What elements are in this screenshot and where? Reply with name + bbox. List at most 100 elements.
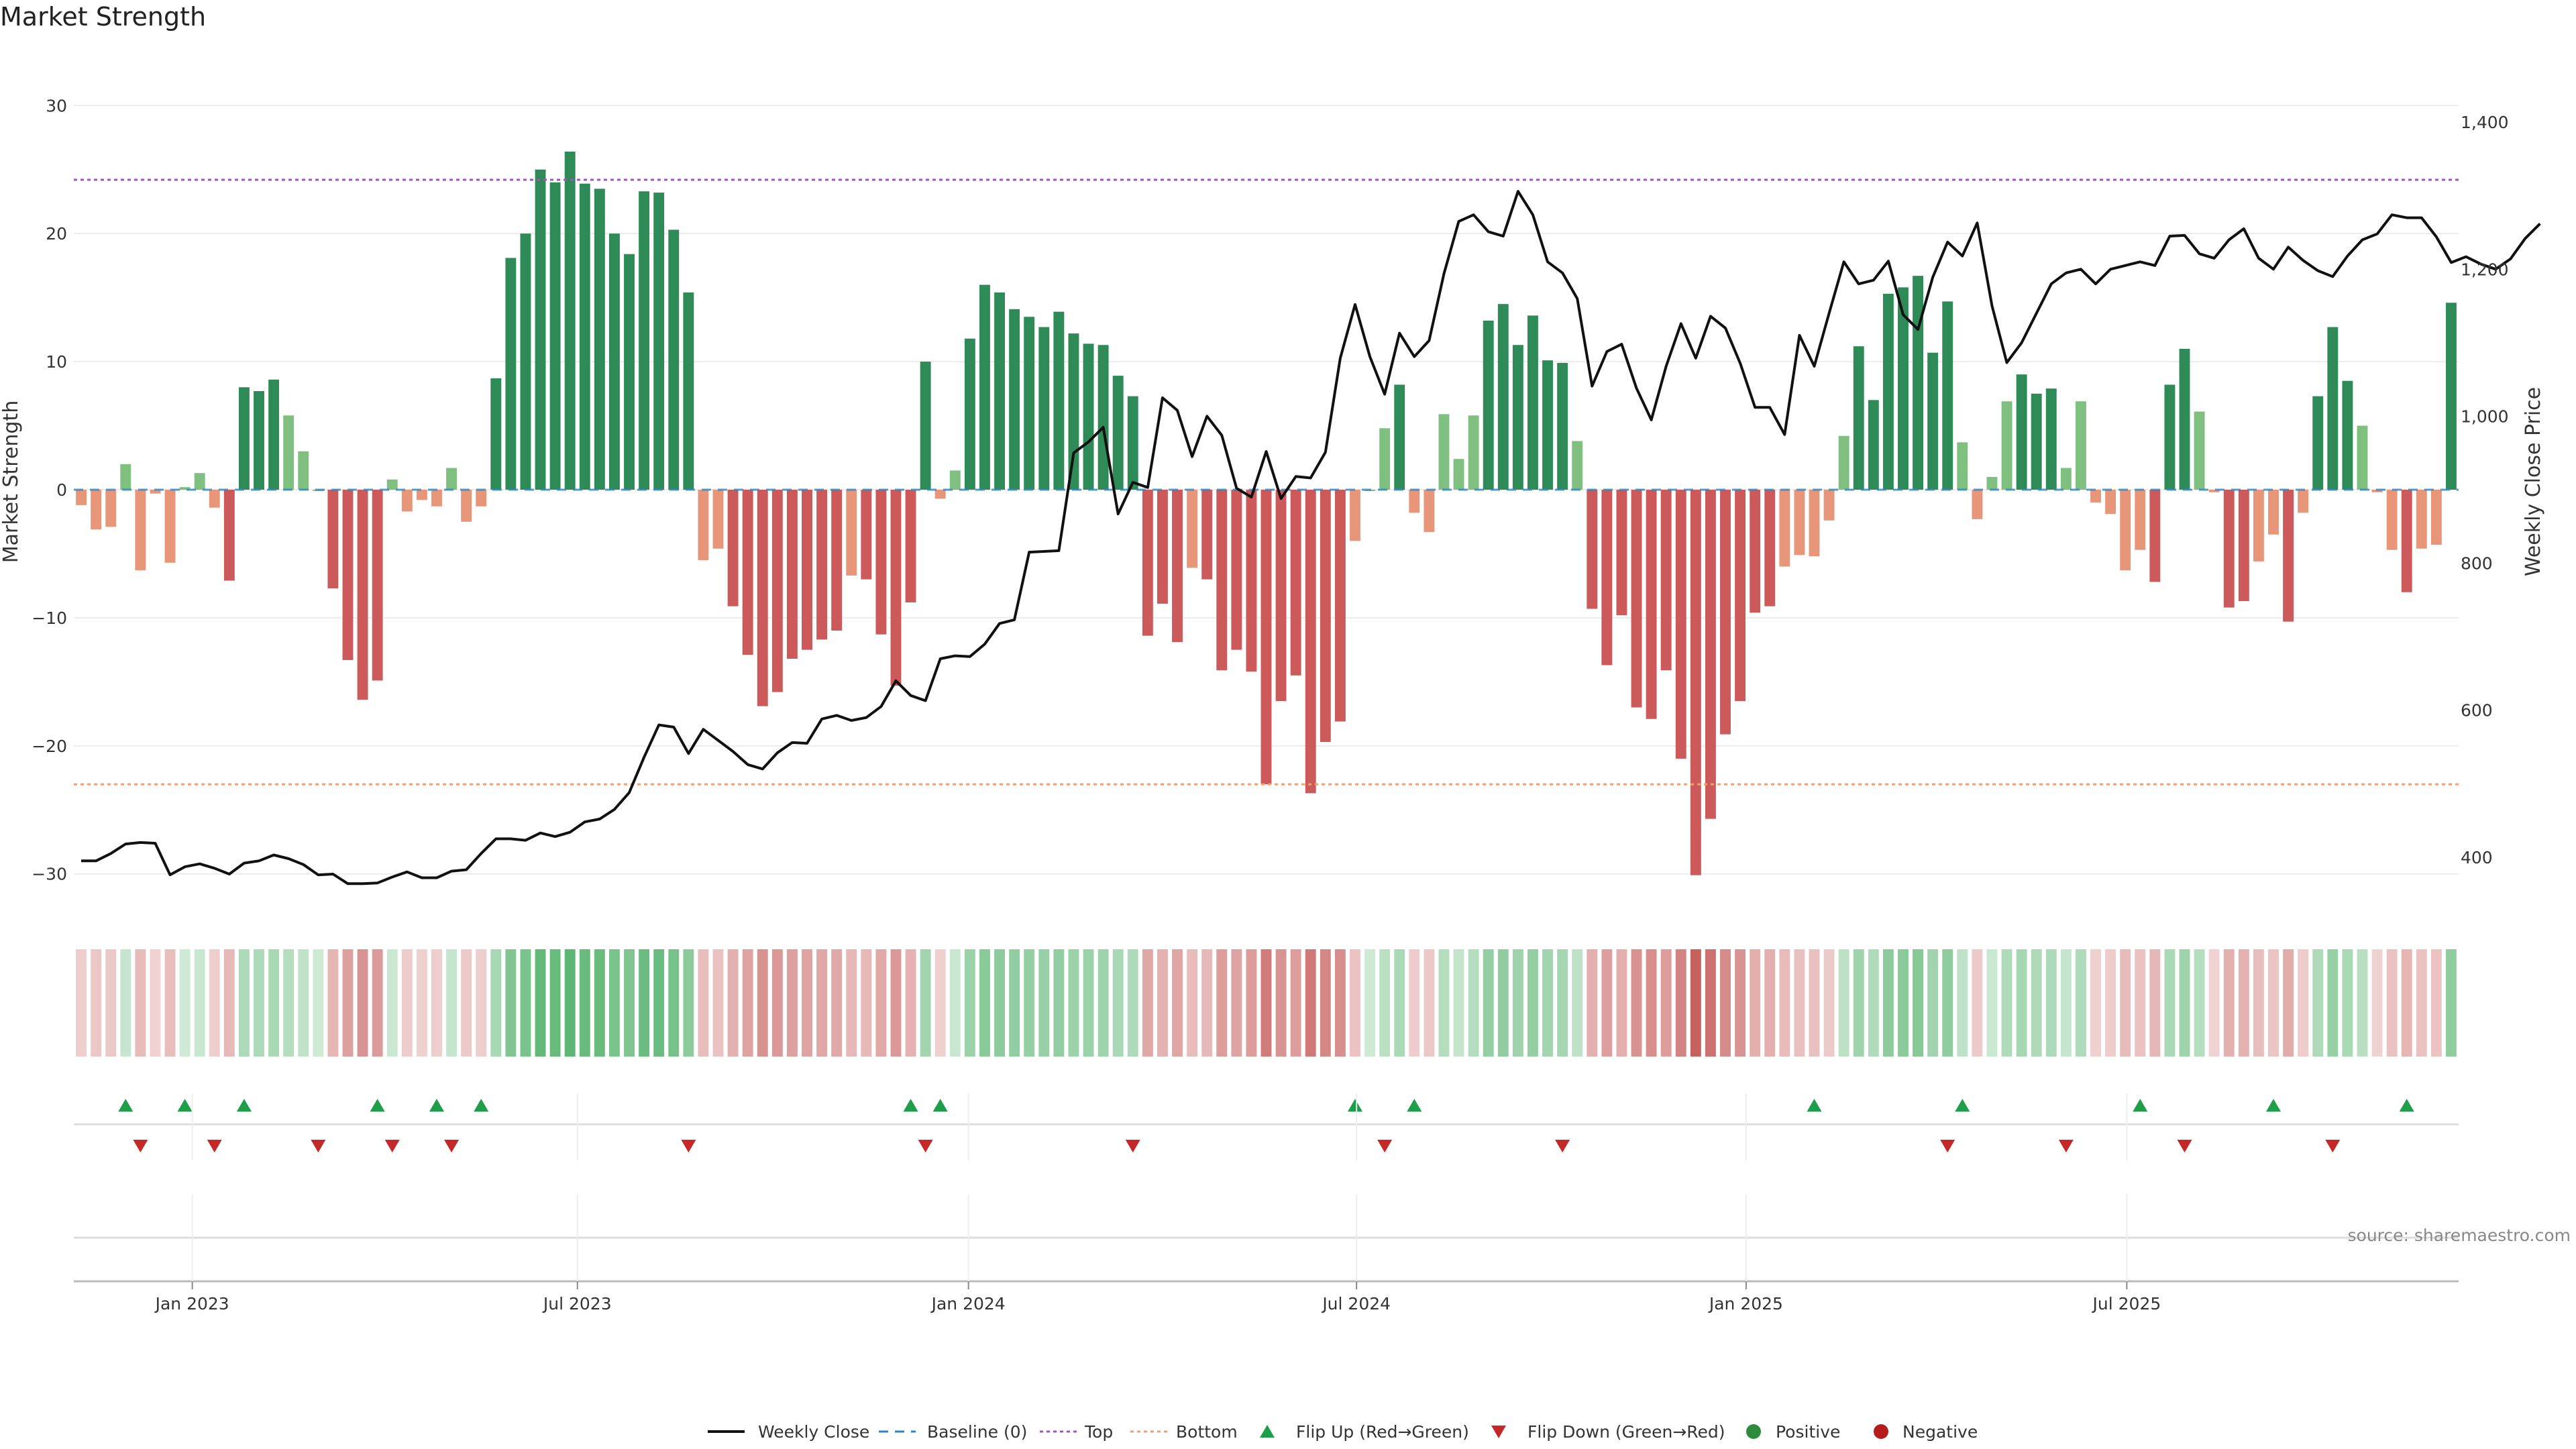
heat-cell bbox=[2298, 949, 2309, 1057]
strength-bar bbox=[771, 490, 783, 692]
strength-bar bbox=[1779, 490, 1790, 567]
strength-bar bbox=[624, 254, 635, 490]
flip-up-marker bbox=[474, 1099, 489, 1112]
heat-cell bbox=[1527, 949, 1538, 1057]
strength-bar bbox=[1838, 435, 1849, 490]
heat-cell bbox=[1601, 949, 1613, 1057]
heat-cell bbox=[579, 949, 590, 1057]
heat-cell bbox=[875, 949, 887, 1057]
heat-cell bbox=[520, 949, 531, 1057]
y-left-tick-label: −30 bbox=[32, 865, 67, 884]
axes-layer: 30 20 10 0 −10 −20 −30 1,400 1,200 1,000 800 600 400 bbox=[32, 96, 2508, 883]
heat-cell bbox=[1972, 949, 1983, 1057]
strength-bar bbox=[1823, 490, 1835, 521]
strength-bar bbox=[2446, 303, 2457, 490]
y-right-tick-label: 1,200 bbox=[2461, 260, 2509, 279]
flip-up-marker bbox=[370, 1099, 385, 1112]
strength-bar bbox=[476, 490, 487, 506]
strength-bar bbox=[1868, 400, 1879, 490]
heat-cell bbox=[1794, 949, 1805, 1057]
strength-bar bbox=[1334, 490, 1346, 722]
heat-cell bbox=[1127, 949, 1138, 1057]
heat-cell bbox=[461, 949, 472, 1057]
heat-cell bbox=[431, 949, 442, 1057]
flip-down-marker bbox=[1377, 1140, 1393, 1152]
heat-cell bbox=[1424, 949, 1435, 1057]
heat-cell bbox=[1660, 949, 1672, 1057]
strength-bar bbox=[2135, 490, 2146, 550]
heat-cell bbox=[1542, 949, 1553, 1057]
heat-cell bbox=[1913, 949, 1924, 1057]
strength-bar bbox=[1290, 490, 1301, 676]
strength-bar bbox=[1720, 490, 1731, 735]
strength-bar bbox=[2283, 490, 2294, 622]
heat-cell bbox=[1142, 949, 1153, 1057]
strength-bar bbox=[1083, 343, 1094, 490]
heat-cell bbox=[1483, 949, 1494, 1057]
strength-bar bbox=[1394, 384, 1405, 490]
flip-up-marker bbox=[1955, 1099, 1970, 1112]
strength-bar bbox=[861, 490, 872, 580]
legend-item: Weekly Close bbox=[708, 1422, 869, 1442]
heat-cell bbox=[1838, 949, 1849, 1057]
heat-cell bbox=[1068, 949, 1079, 1057]
heat-cell bbox=[1009, 949, 1020, 1057]
strength-bar bbox=[298, 451, 309, 490]
heat-cell bbox=[1690, 949, 1701, 1057]
heat-cell bbox=[1882, 949, 1894, 1057]
strength-bar bbox=[727, 490, 739, 606]
strength-bar bbox=[209, 490, 220, 508]
legend-label: Flip Up (Red→Green) bbox=[1296, 1422, 1469, 1442]
strength-bar bbox=[2194, 411, 2205, 490]
strength-bar bbox=[1631, 490, 1642, 708]
heat-cell bbox=[2386, 949, 2398, 1057]
flip-down-marker bbox=[681, 1140, 696, 1152]
y-right-tick-label: 1,400 bbox=[2461, 113, 2509, 132]
strength-bar bbox=[1424, 490, 1435, 532]
legend-item: Baseline (0) bbox=[879, 1422, 1027, 1442]
heat-cell bbox=[209, 949, 220, 1057]
strength-bar bbox=[1735, 490, 1746, 701]
heat-cell bbox=[164, 949, 176, 1057]
heat-strip bbox=[76, 949, 2457, 1057]
strength-bar bbox=[76, 490, 87, 505]
heat-cell bbox=[683, 949, 694, 1057]
heat-cell bbox=[1779, 949, 1790, 1057]
heat-cell bbox=[1216, 949, 1228, 1057]
strength-bar bbox=[1646, 490, 1657, 719]
legend-label: Bottom bbox=[1176, 1422, 1238, 1442]
heat-cell bbox=[1453, 949, 1464, 1057]
strength-bar bbox=[564, 152, 576, 490]
source-note: source: sharemaestro.com bbox=[2348, 1226, 2571, 1245]
heat-cell bbox=[2312, 949, 2324, 1057]
heat-cell bbox=[2342, 949, 2353, 1057]
heat-cell bbox=[816, 949, 828, 1057]
heat-cell bbox=[2430, 949, 2442, 1057]
heat-cell bbox=[1942, 949, 1953, 1057]
heat-cell bbox=[1853, 949, 1864, 1057]
flip-up-marker bbox=[2265, 1099, 2281, 1112]
strength-bar bbox=[964, 338, 975, 490]
strength-bar bbox=[223, 490, 235, 581]
legend-label: Positive bbox=[1776, 1422, 1840, 1442]
strength-bar bbox=[1350, 490, 1360, 541]
strength-bar bbox=[1809, 490, 1820, 557]
strength-bar bbox=[2149, 490, 2161, 582]
strength-bar bbox=[920, 362, 931, 490]
strength-bar bbox=[1231, 490, 1242, 650]
heat-cell bbox=[120, 949, 131, 1057]
flip-up-marker bbox=[1407, 1099, 1422, 1112]
strength-bar bbox=[846, 490, 857, 576]
heat-cell bbox=[1750, 949, 1761, 1057]
heat-cell bbox=[76, 949, 87, 1057]
heat-cell bbox=[1157, 949, 1168, 1057]
strength-bar bbox=[831, 490, 843, 631]
strength-bar bbox=[683, 292, 694, 490]
heat-cell bbox=[2120, 949, 2131, 1057]
heat-cell bbox=[1705, 949, 1716, 1057]
heat-cell bbox=[313, 949, 324, 1057]
heat-cell bbox=[386, 949, 398, 1057]
heat-cell bbox=[1290, 949, 1301, 1057]
strength-bar bbox=[2430, 490, 2442, 545]
strength-bar bbox=[505, 258, 517, 490]
